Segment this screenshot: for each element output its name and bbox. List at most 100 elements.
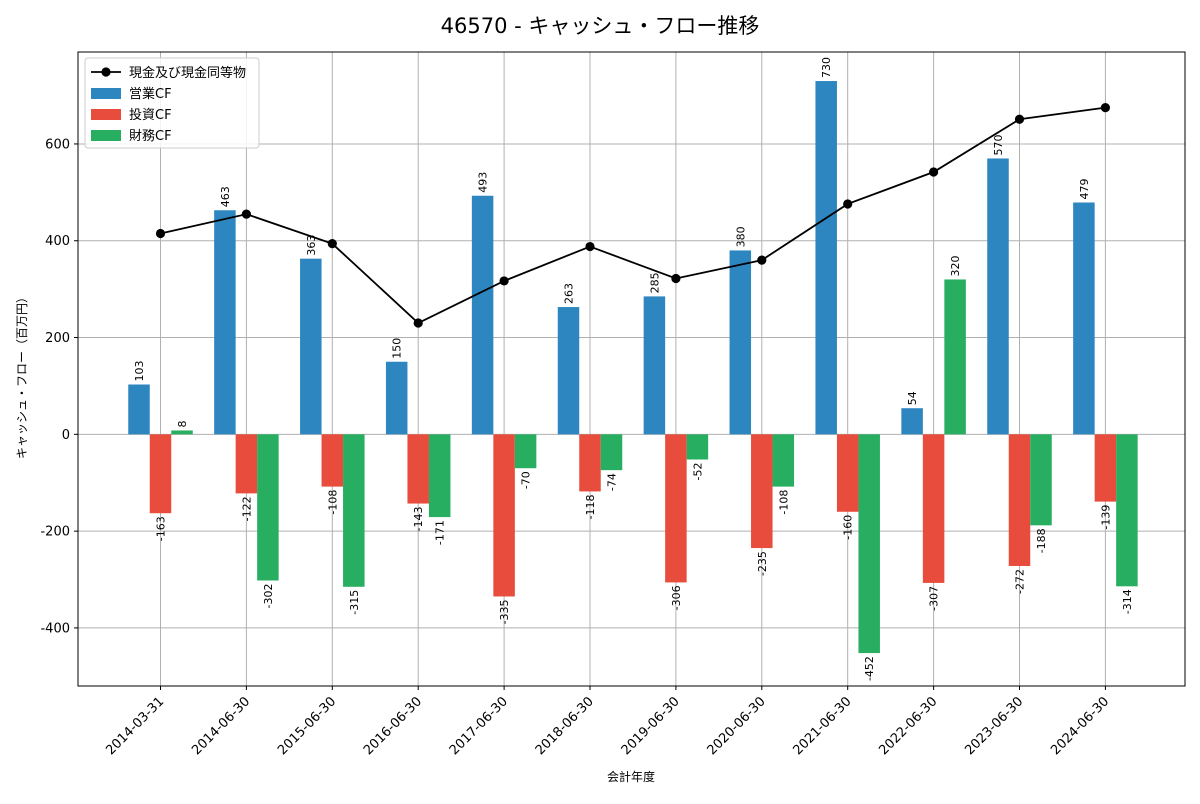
data-label: 479 [1078,179,1091,200]
data-label: -302 [262,583,275,608]
bar-営業CF [901,408,923,435]
data-label: -171 [434,520,447,545]
data-label: -235 [756,551,769,576]
data-label: -335 [498,599,511,624]
y-axis-label: キャッシュ・フロー（百万円） [15,291,29,459]
data-label: -307 [928,586,941,611]
data-label: 54 [906,391,919,405]
legend-marker-swatch [101,67,111,77]
cash-point [155,228,166,239]
legend-label: 投資CF [129,107,172,123]
data-label: -52 [691,463,704,481]
bar-営業CF [729,250,752,435]
cash-point [585,241,595,252]
bar-財務CF [343,434,365,587]
bar-営業CF [815,81,837,435]
bar-営業CF [1073,202,1095,435]
bar-投資CF [1094,434,1117,502]
data-label: -108 [326,490,339,515]
legend-bar-swatch [91,130,121,141]
bar-財務CF [428,434,451,518]
bar-投資CF [922,434,945,583]
y-tick-label: 400 [45,234,70,249]
bar-財務CF [514,434,537,469]
plot-frame [77,51,1186,687]
bar-財務CF [1116,434,1138,587]
legend-box [84,57,260,149]
x-tick-label: 2017-06-30 [447,694,511,758]
data-label: -118 [584,494,597,519]
data-label: -160 [842,515,855,540]
x-tick-label: 2024-06-30 [1048,694,1112,758]
data-label: -139 [1099,505,1112,530]
data-label: 103 [133,360,146,381]
cash-point [241,209,251,219]
bar-財務CF [257,434,279,581]
data-label: 730 [820,57,833,78]
data-label: -143 [412,507,425,532]
bar-投資CF [665,434,687,583]
bar-営業CF [471,195,494,435]
grid [78,52,1185,686]
bar-営業CF [557,307,580,435]
data-label: -452 [863,656,876,681]
bar-営業CF [987,158,1009,435]
bar-営業CF [643,296,666,435]
x-tick-label: 2014-06-30 [189,694,253,758]
data-label: 363 [305,235,318,256]
data-label: 463 [219,186,232,207]
cash-point [929,167,939,177]
cash-point [327,239,337,249]
bar-営業CF [128,384,150,435]
bar-財務CF [171,430,193,435]
data-label: -314 [1121,589,1134,614]
legend-bar-swatch [91,88,121,99]
x-tick-label: 2021-06-30 [790,694,854,758]
data-label: 320 [949,255,962,276]
bar-投資CF [836,434,859,512]
data-label: 263 [563,283,576,304]
bar-財務CF [944,279,966,435]
chart-title: 46570 - キャッシュ・フロー推移 [441,14,760,38]
cash-point [1100,103,1110,113]
data-label: -188 [1035,528,1048,553]
data-label: 570 [992,134,1005,155]
bar-財務CF [686,434,709,460]
cash-point [1014,114,1025,124]
bar-投資CF [321,434,344,487]
data-labels: 103 463 363 150 493 263 285 380 730 54 570 479 -163 -… [133,57,1134,681]
bar-投資CF [1008,434,1031,566]
data-label: -70 [520,471,533,489]
bar-投資CF [149,434,172,514]
x-tick-label: 2023-06-30 [962,694,1026,758]
x-tick-label: 2015-06-30 [275,694,339,758]
data-label: -272 [1014,569,1027,594]
bar-財務CF [858,434,880,654]
data-label: -163 [155,516,168,541]
data-label: 380 [734,226,747,247]
bar-財務CF [772,434,795,487]
legend-label: 現金及び現金同等物 [129,65,246,81]
x-tick-label: 2018-06-30 [533,694,597,758]
cash-point [499,276,509,286]
y-tick-label: 200 [45,331,70,346]
x-tick-label: 2014-03-31 [103,694,167,758]
data-label: -108 [777,490,790,515]
cash-line [155,103,1110,328]
x-tick-label: 2016-06-30 [361,694,425,758]
cash-point [757,255,767,265]
data-label: 150 [391,338,404,359]
cash-line-path [160,106,1106,325]
y-tick-label: -200 [40,525,70,540]
cash-point [413,318,423,328]
y-tick-label: -400 [40,621,70,636]
legend-label: 営業CF [129,86,172,102]
x-axis-label: 会計年度 [607,769,655,784]
legend-label: 財務CF [129,129,172,144]
x-tick-label: 2022-06-30 [876,694,940,758]
y-tick-label: 600 [45,137,70,152]
bar-投資CF [751,434,773,549]
